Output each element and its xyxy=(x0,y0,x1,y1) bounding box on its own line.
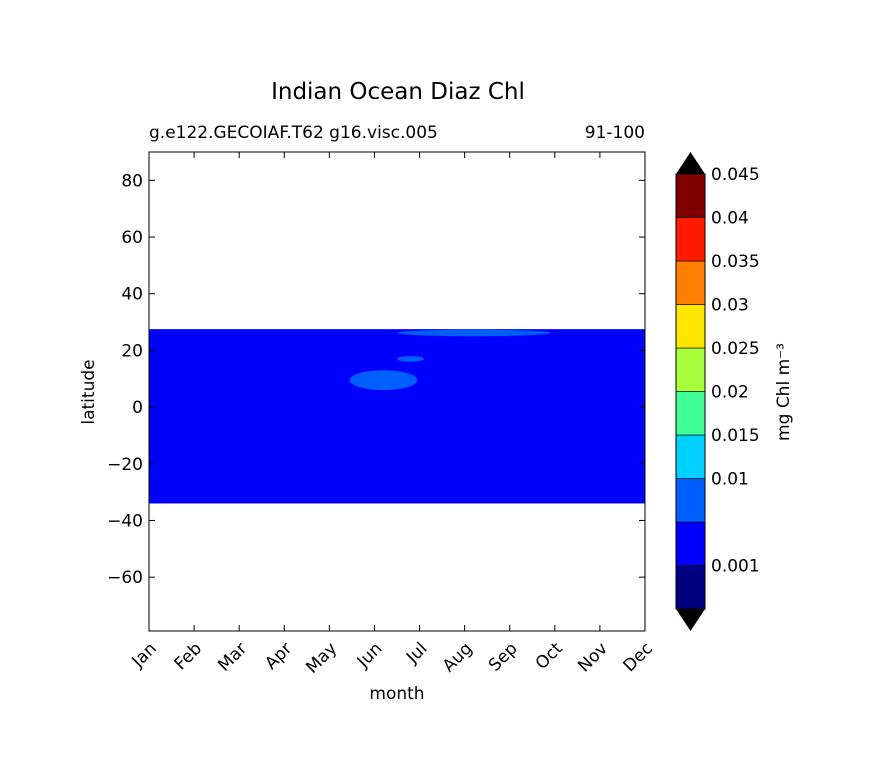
x-tick-label: Dec xyxy=(620,639,657,676)
colorbar-segment xyxy=(675,347,706,392)
colorbar-tick-label: 0.025 xyxy=(711,339,760,359)
x-tick-label: May xyxy=(302,639,341,678)
colorbar-frame xyxy=(675,173,706,610)
chart-subtitle-right: 91-100 xyxy=(585,123,645,143)
colorbar-segment xyxy=(675,565,706,610)
colorbar-tick-label: 0.015 xyxy=(711,426,760,446)
x-tick-label: Feb xyxy=(171,639,206,674)
colorbar-tick-label: 0.035 xyxy=(711,252,760,272)
chart-title: Indian Ocean Diaz Chl xyxy=(271,79,525,105)
colorbar-over-arrow xyxy=(676,152,705,174)
colorbar-segment xyxy=(675,173,706,218)
y-tick-label: 60 xyxy=(121,228,143,248)
colorbar-tick-label: 0.03 xyxy=(711,296,749,316)
x-tick-label: Sep xyxy=(485,639,522,676)
x-tick-label: Mar xyxy=(214,639,251,676)
data-patch-1 xyxy=(397,356,425,362)
data-band xyxy=(149,329,645,504)
colorbar-segment xyxy=(675,391,706,436)
plot-frame xyxy=(148,151,646,632)
y-axis-ticks: 80 60 40 20 0 −20 −40 −60 xyxy=(107,171,645,588)
x-tick-label: Jun xyxy=(353,639,387,673)
data-patch-0 xyxy=(349,370,418,391)
colorbar-segment xyxy=(675,434,706,479)
colorbar-tick-label: 0.01 xyxy=(711,470,749,490)
colorbar-label: mg Chl m⁻³ xyxy=(774,343,794,441)
colorbar-segment xyxy=(675,521,706,566)
y-tick-label: −20 xyxy=(107,455,143,475)
x-tick-label: Jul xyxy=(402,639,431,668)
x-axis-label: month xyxy=(369,684,424,704)
colorbar-under-arrow xyxy=(676,609,705,631)
colorbar-segment xyxy=(675,260,706,305)
colorbar: 0.001 0.01 0.015 0.02 0.025 0.03 0.035 0.04 0.04… xyxy=(675,152,760,631)
y-axis-label: latitude xyxy=(79,359,99,424)
data-patch-2 xyxy=(397,329,551,337)
x-tick-label: Nov xyxy=(574,639,612,677)
y-tick-label: 40 xyxy=(121,285,143,305)
x-tick-label: Apr xyxy=(261,639,296,674)
colorbar-segment xyxy=(675,478,706,523)
y-tick-label: 0 xyxy=(132,398,143,418)
y-tick-label: −40 xyxy=(107,511,143,531)
y-tick-label: 20 xyxy=(121,341,143,361)
colorbar-tick-label: 0.02 xyxy=(711,383,749,403)
colorbar-tick-label: 0.001 xyxy=(711,557,760,577)
colorbar-label-text: mg Chl m⁻³ xyxy=(774,343,794,441)
chart-subtitle-left: g.e122.GECOIAF.T62 g16.visc.005 xyxy=(149,123,438,143)
colorbar-segment xyxy=(675,304,706,349)
colorbar-tick-label: 0.045 xyxy=(711,165,760,185)
y-tick-label: 80 xyxy=(121,171,143,191)
x-tick-label: Jan xyxy=(128,639,161,672)
colorbar-tick-label: 0.04 xyxy=(711,209,749,229)
x-tick-label: Aug xyxy=(439,639,477,677)
y-tick-label: −60 xyxy=(107,568,143,588)
colorbar-segment xyxy=(675,217,706,262)
x-tick-label: Oct xyxy=(532,639,567,674)
plot-area xyxy=(148,151,646,632)
